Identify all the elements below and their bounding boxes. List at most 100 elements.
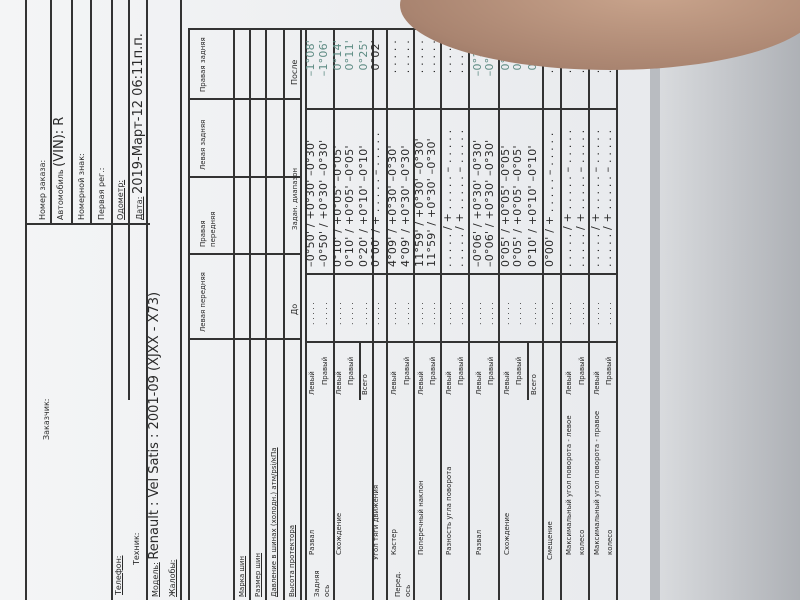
phone-label: Телефон: [114, 555, 123, 595]
before-value: . . . . . [307, 302, 316, 325]
parameter-label: Развал [308, 529, 316, 555]
spec-range: 0°00' / + . . . . . – . . . . . [543, 132, 556, 267]
side-label: Правый [321, 356, 329, 385]
tire-column-header: Правая задняя [199, 37, 207, 92]
spec-range: 0°05' / +0°05' –0°05' [511, 145, 524, 267]
divider [265, 30, 267, 600]
divider [249, 30, 251, 600]
side-label: Левый [308, 371, 316, 395]
after-value: . . . . . [386, 40, 399, 74]
spec-range: . . . . . / + . . . . . – . . . . . [574, 129, 587, 267]
side-label: Левый [565, 371, 573, 395]
before-value: . . . . . [334, 302, 343, 325]
parameter-label: Схождение [503, 512, 511, 555]
spec-range: –0°50' / +0°30' –0°30' [304, 139, 317, 267]
before-value: . . . . . [456, 302, 465, 325]
spec-range: 0°00' / + . . . . . – . . . . . [369, 132, 382, 267]
side-label: Правый [515, 356, 523, 385]
after-value: . . . . . [425, 40, 438, 74]
side-label: Левый [445, 371, 453, 395]
spec-range: 11°59' / +0°30' –0°30' [413, 138, 426, 267]
after-value: –1°08' [304, 40, 317, 77]
model-value: Renault : Vel Satis : 2001-09 (XJXX - X7… [147, 291, 162, 560]
spec-range: 0°05' / +0°05' –0°05' [499, 145, 512, 267]
model-label: Модель: [151, 562, 160, 597]
before-value: . . . . . [564, 302, 573, 325]
complaints-label: Жалобы: [168, 559, 177, 597]
tire-column-header: Левая задняя [199, 119, 207, 170]
spec-range: . . . . . / + . . . . . – . . . . . [561, 129, 574, 267]
after-value: 0°14' [331, 40, 344, 71]
spec-range: 0°10' / +0°10' –0°10' [526, 145, 539, 267]
parameter-label: Смещение [546, 521, 554, 560]
divider [300, 30, 302, 600]
spec-range: –0°06' / +0°30' –0°30' [471, 139, 484, 267]
before-value: . . . . . [360, 302, 369, 325]
side-label: Правый [487, 356, 495, 385]
parameter-label: Максимальный угол поворота - левое колес… [565, 415, 586, 555]
tire-row-label: Высота протектора [288, 524, 296, 597]
divider [188, 253, 300, 255]
vin-label-text: Автомобиль [56, 169, 65, 220]
divider [305, 273, 616, 275]
odometer-label: Одометр: [116, 179, 125, 220]
side-label: Правый [347, 356, 355, 385]
alignment-report-sheet: Заказчик: Номер заказа: Автомобиль (VIN)… [0, 0, 650, 600]
parameter-label: Разность угла поворота [445, 466, 453, 555]
spec-range: –0°50' / +0°30' –0°30' [317, 139, 330, 267]
before-value: . . . . . [502, 302, 511, 325]
before-value: . . . . . [604, 302, 613, 325]
before-value: . . . . . [389, 302, 398, 325]
side-label: Левый [390, 371, 398, 395]
before-value: . . . . . [372, 302, 381, 325]
divider [25, 223, 150, 225]
order-number-label: Номер заказа: [38, 159, 47, 220]
spec-range: 11°59' / +0°30' –0°30' [425, 138, 438, 267]
tire-column-header: Правая передняя [199, 211, 217, 247]
divider [468, 30, 470, 600]
spec-range: 4°09' / +0°30' –0°30' [399, 145, 412, 267]
divider [283, 30, 285, 600]
parameter-label: Поперечный наклон [417, 480, 425, 555]
parameter-label: Развал [475, 529, 483, 555]
side-label: Левый [335, 371, 343, 395]
parameter-label: Схождение [335, 512, 343, 555]
date-label: Дата: [135, 196, 144, 220]
spec-header: Задан. диапазон [291, 167, 299, 230]
axle-label-rear: Задняя ось [313, 570, 331, 597]
side-label: Правый [457, 356, 465, 385]
before-value: . . . . . [474, 302, 483, 325]
customer-label: Заказчик: [42, 398, 51, 440]
before-value: . . . . . [592, 302, 601, 325]
tire-row-label: Размер шин [254, 552, 262, 597]
technician-label: Техник: [132, 532, 141, 566]
divider [305, 341, 616, 343]
tire-column-header: Левая передняя [199, 272, 207, 332]
divider [560, 30, 562, 600]
plate-label: Номерной знак: [77, 153, 86, 220]
parameter-label: Кастер [390, 529, 398, 555]
after-value: –1°06' [317, 40, 330, 77]
before-value: . . . . . [529, 302, 538, 325]
tire-row-label: Марка шин [238, 555, 246, 597]
spec-range: –0°06' / +0°30' –0°30' [483, 139, 496, 267]
divider [50, 0, 52, 225]
before-value: . . . . . [320, 302, 329, 325]
vin-value: (VIN): R [52, 116, 67, 167]
side-label: Левый [593, 371, 601, 395]
before-value: . . . . . [444, 302, 453, 325]
axle-label-front: Перед. ось [394, 571, 412, 597]
after-value: 0°25' [357, 40, 370, 71]
after-value: 0°11' [343, 40, 356, 71]
side-label: Левый [475, 371, 483, 395]
spec-range: . . . . . / + . . . . . – . . . . . [589, 129, 602, 267]
side-label: Левый [417, 371, 425, 395]
table-surface [660, 0, 800, 600]
divider [188, 176, 300, 178]
before-value: . . . . . [577, 302, 586, 325]
divider [233, 30, 235, 600]
side-label: Всего [530, 374, 538, 395]
first-registration-label: Первая рег.: [97, 167, 106, 220]
model-field: Модель: Renault : Vel Satis : 2001-09 (X… [147, 291, 162, 597]
vin-label: Автомобиль (VIN): R [52, 116, 67, 220]
